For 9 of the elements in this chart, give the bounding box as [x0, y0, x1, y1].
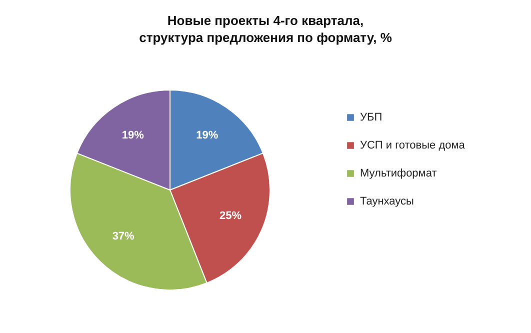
- data-label: 19%: [196, 129, 218, 142]
- legend-label: Таунхаусы: [360, 196, 414, 208]
- chart-title: Новые проекты 4-го квартала, структура предложения по формату, %: [139, 13, 392, 45]
- legend-label: УБП: [360, 112, 382, 124]
- data-label: 19%: [122, 129, 144, 142]
- data-label: 25%: [220, 210, 242, 222]
- data-label: 37%: [112, 230, 135, 243]
- legend-label: Мультиформат: [360, 168, 437, 180]
- legend-label: УСП и готовые дома: [360, 140, 466, 152]
